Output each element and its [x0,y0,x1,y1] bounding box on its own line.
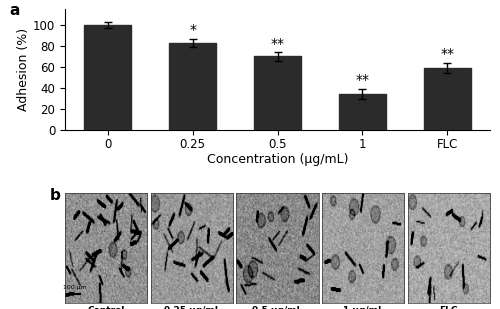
Bar [254,57,301,130]
Text: **: ** [270,37,284,51]
X-axis label: Concentration (µg/mL): Concentration (µg/mL) [207,153,348,166]
X-axis label: 1 µg/mL: 1 µg/mL [343,306,384,309]
Y-axis label: Adhesion (%): Adhesion (%) [17,28,30,111]
X-axis label: FLC: FLC [440,306,458,309]
Text: b: b [50,188,61,203]
X-axis label: 0.25 µg/mL: 0.25 µg/mL [164,306,220,309]
Text: **: ** [356,74,370,87]
Bar [84,25,131,130]
Bar [339,94,386,130]
Text: 100 µm: 100 µm [62,285,86,290]
Text: a: a [10,3,20,18]
Bar [424,68,470,130]
Text: **: ** [440,47,454,61]
X-axis label: Control: Control [88,306,125,309]
X-axis label: 0.5 µg/mL: 0.5 µg/mL [252,306,302,309]
Bar [169,43,216,130]
Text: *: * [189,23,196,37]
